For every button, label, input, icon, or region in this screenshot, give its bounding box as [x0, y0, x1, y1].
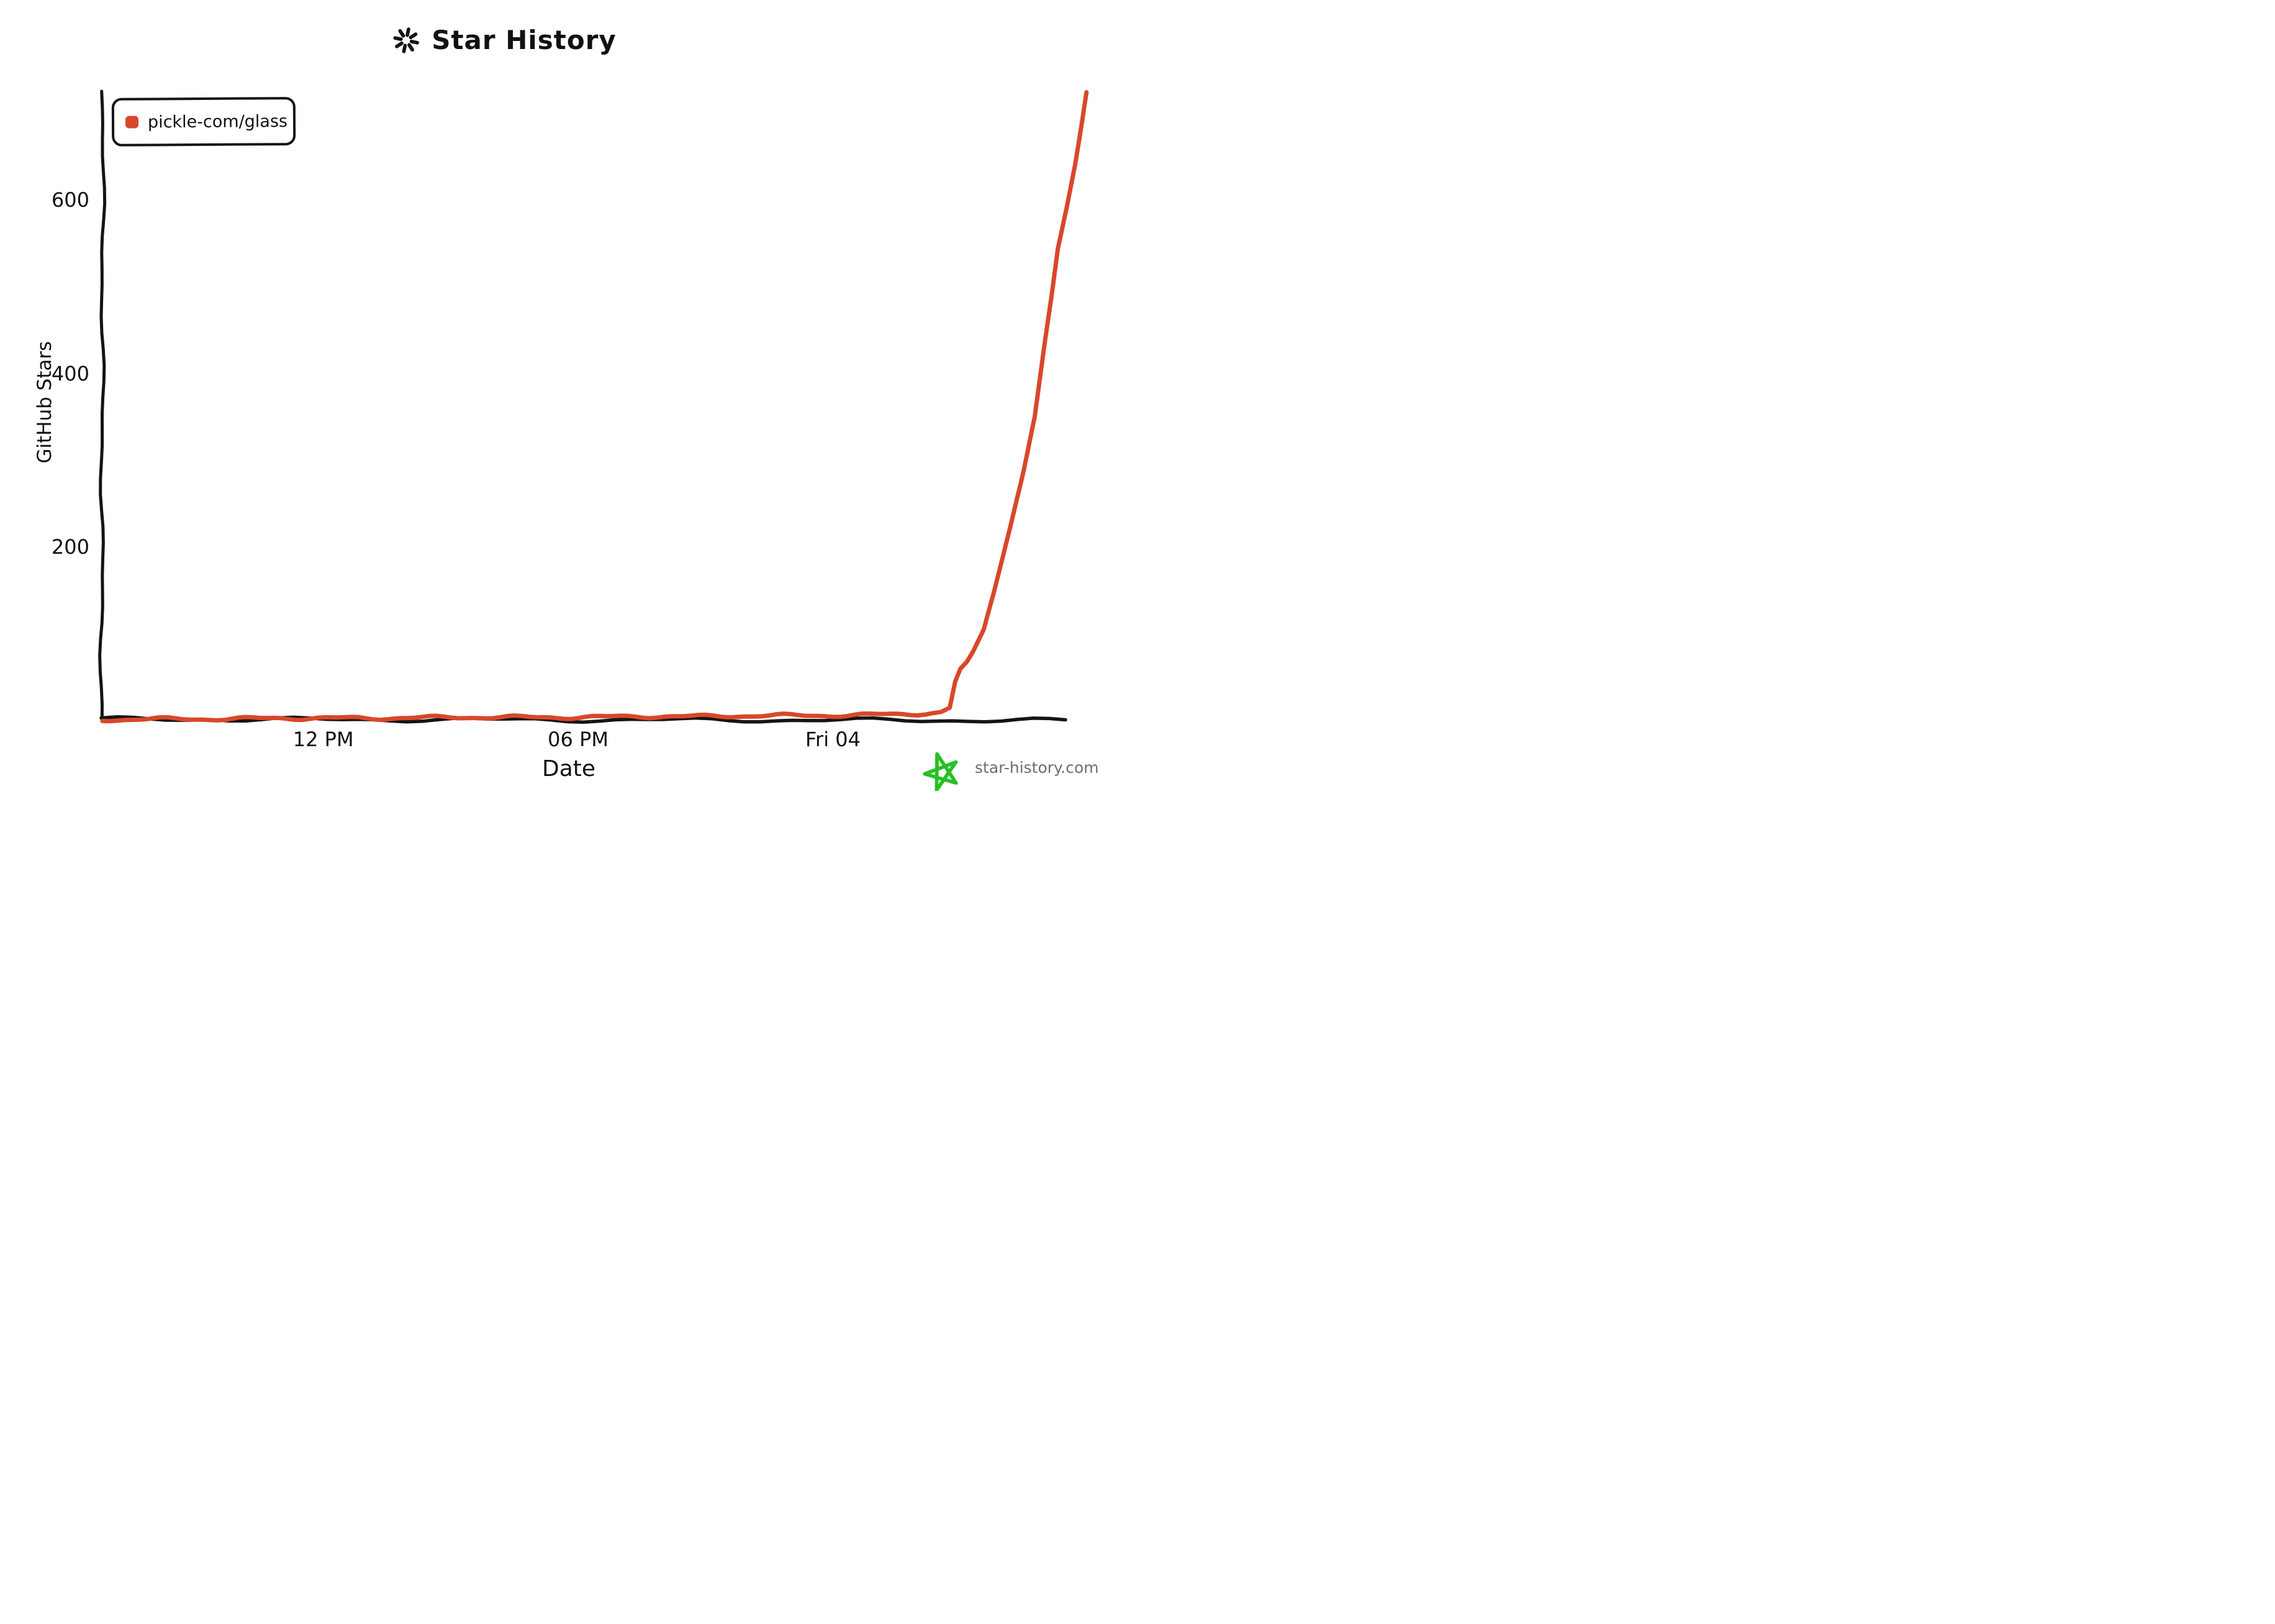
chart-canvas: [98, 89, 1089, 724]
x-tick-label: 06 PM: [548, 728, 608, 751]
star-logo-icon: [923, 752, 958, 791]
series-line-pickle-com-glass: [100, 90, 1089, 724]
y-tick-label: 200: [51, 535, 89, 559]
title-row: Star History: [392, 25, 617, 55]
x-tick-label: 12 PM: [292, 728, 354, 751]
y-axis-label: GitHub Stars: [34, 341, 56, 464]
sparkle-icon: [393, 27, 419, 53]
legend-swatch: [125, 115, 139, 129]
y-tick-label: 400: [51, 361, 89, 386]
y-axis-line: [98, 89, 107, 722]
legend-label: pickle-com/glass: [147, 111, 288, 132]
x-tick-label: Fri 04: [805, 728, 861, 751]
x-axis-label: Date: [541, 756, 596, 782]
footer-site-text: star-history.com: [975, 759, 1099, 777]
y-tick-label: 600: [51, 188, 89, 212]
page-title: Star History: [432, 25, 617, 55]
legend-box: pickle-com/glass: [111, 97, 296, 147]
